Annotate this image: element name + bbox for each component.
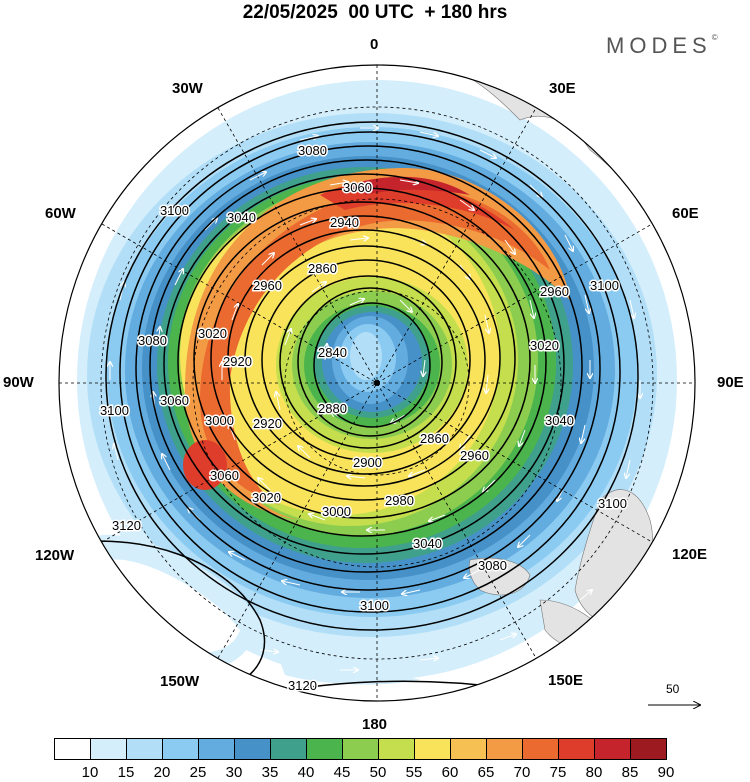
colorbar-tick-label: 85 (621, 764, 639, 781)
colorbar-cell (594, 738, 631, 760)
brand-logo: MODES© (606, 33, 718, 59)
colorbar-tick-label: 55 (405, 764, 423, 781)
contour-label-2840: 2840 (318, 345, 347, 360)
contour-label-2980: 2980 (385, 493, 414, 508)
lon-label-90e: 90E (717, 374, 744, 391)
lon-label-90w: 90W (3, 374, 34, 391)
vector-scale-label: 50 (666, 682, 680, 696)
lon-label-150w: 150W (160, 673, 200, 690)
contour-label-3020: 3020 (198, 326, 227, 341)
contour-label-group: 2840 2860 2860 2880 2900 2920 2920 2940 … (99, 142, 629, 695)
lon-label-60e: 60E (672, 205, 699, 222)
contour-label-3060-sw: 3060 (210, 468, 239, 483)
contour-label-2920: 2920 (223, 354, 252, 369)
colorbar-tick-label: 80 (585, 764, 603, 781)
contour-label-3080-west: 3080 (138, 333, 167, 348)
contour-label-2860: 2860 (308, 261, 337, 276)
contour-label-3060-north: 3060 (343, 180, 372, 195)
colorbar-tick-label: 35 (261, 764, 279, 781)
colorbar-tick-label: 75 (549, 764, 567, 781)
colorbar-tick-label: 65 (477, 764, 495, 781)
contour-label-3100-west: 3100 (100, 403, 129, 418)
wind-vectors (110, 128, 640, 670)
contour-label-3100-east: 3100 (590, 278, 619, 293)
contour-label-3000-south: 3000 (322, 504, 351, 519)
colorbar-cell (522, 738, 559, 760)
colorbar-tick-label: 60 (441, 764, 459, 781)
colorbar-cell (234, 738, 271, 760)
lon-label-30w: 30W (172, 80, 203, 97)
contour-label-3040-south: 3040 (413, 536, 442, 551)
contour-label-3060: 3060 (160, 393, 189, 408)
lon-label-30e: 30E (549, 80, 576, 97)
contour-label-2960: 2960 (253, 278, 282, 293)
lon-label-120e: 120E (672, 546, 708, 563)
colorbar-cell (90, 738, 127, 760)
colorbar-cell (54, 738, 91, 760)
colorbar-cell (450, 738, 487, 760)
contour-label-2860-south: 2860 (420, 431, 449, 446)
contour-label-3100-south: 3100 (360, 598, 389, 613)
brand-copyright: © (711, 33, 718, 42)
contour-label-2900: 2900 (353, 455, 382, 470)
contour-label-2920-south: 2920 (253, 416, 282, 431)
contour-label-3120: 3120 (112, 518, 141, 533)
colorbar-tick-label: 25 (189, 764, 207, 781)
contour-label-3100-se: 3100 (598, 496, 627, 511)
colorbar-cell (270, 738, 307, 760)
lon-label-180: 180 (362, 716, 388, 733)
lon-label-0: 0 (370, 36, 379, 53)
height-contours (59, 121, 641, 701)
colorbar-cell (630, 738, 667, 760)
contour-label-2880: 2880 (318, 401, 347, 416)
colorbar-cell (486, 738, 523, 760)
contour-label-3000: 3000 (205, 413, 234, 428)
colorbar-cell (342, 738, 379, 760)
contour-label-3040: 3040 (227, 210, 256, 225)
colorbar-tick-label: 40 (297, 764, 315, 781)
lon-label-150e: 150E (548, 672, 584, 689)
colorbar-cell (306, 738, 343, 760)
colorbar-cell (414, 738, 451, 760)
colorbar-cell (162, 738, 199, 760)
contour-label-2960-south: 2960 (460, 448, 489, 463)
contour-label-3120-south: 3120 (288, 678, 317, 693)
contour-label-3020-east: 3020 (530, 338, 559, 353)
pole-marker (374, 380, 380, 386)
colorbar-tick-label: 50 (369, 764, 387, 781)
brand-name: MODES (606, 33, 712, 58)
contour-label-3080-south: 3080 (478, 558, 507, 573)
lon-label-60w: 60W (45, 205, 76, 222)
contour-label-2960-east: 2960 (540, 284, 569, 299)
colorbar-tick-label: 45 (333, 764, 351, 781)
map-title: 22/05/2025 00 UTC + 180 hrs (242, 2, 508, 23)
colorbar-cell (378, 738, 415, 760)
colorbar-cell (198, 738, 235, 760)
colorbar-tick-label: 20 (153, 764, 171, 781)
contour-label-3100: 3100 (160, 203, 189, 218)
colorbar-tick-label: 70 (513, 764, 531, 781)
contour-label-3080: 3080 (298, 143, 327, 158)
map-boundary (58, 64, 696, 702)
colorbar-tick-label: 90 (657, 764, 675, 781)
colorbar-tick-label: 10 (81, 764, 99, 781)
wind-speed-field (59, 65, 695, 701)
colorbar-cell (558, 738, 595, 760)
colorbar-tick-label: 15 (117, 764, 135, 781)
lon-label-120w: 120W (35, 547, 75, 564)
contour-label-2940: 2940 (330, 215, 359, 230)
colorbar-cell (126, 738, 163, 760)
contour-label-3020-south: 3020 (252, 490, 281, 505)
contour-label-3040-east: 3040 (545, 413, 574, 428)
colorbar-tick-label: 30 (225, 764, 243, 781)
